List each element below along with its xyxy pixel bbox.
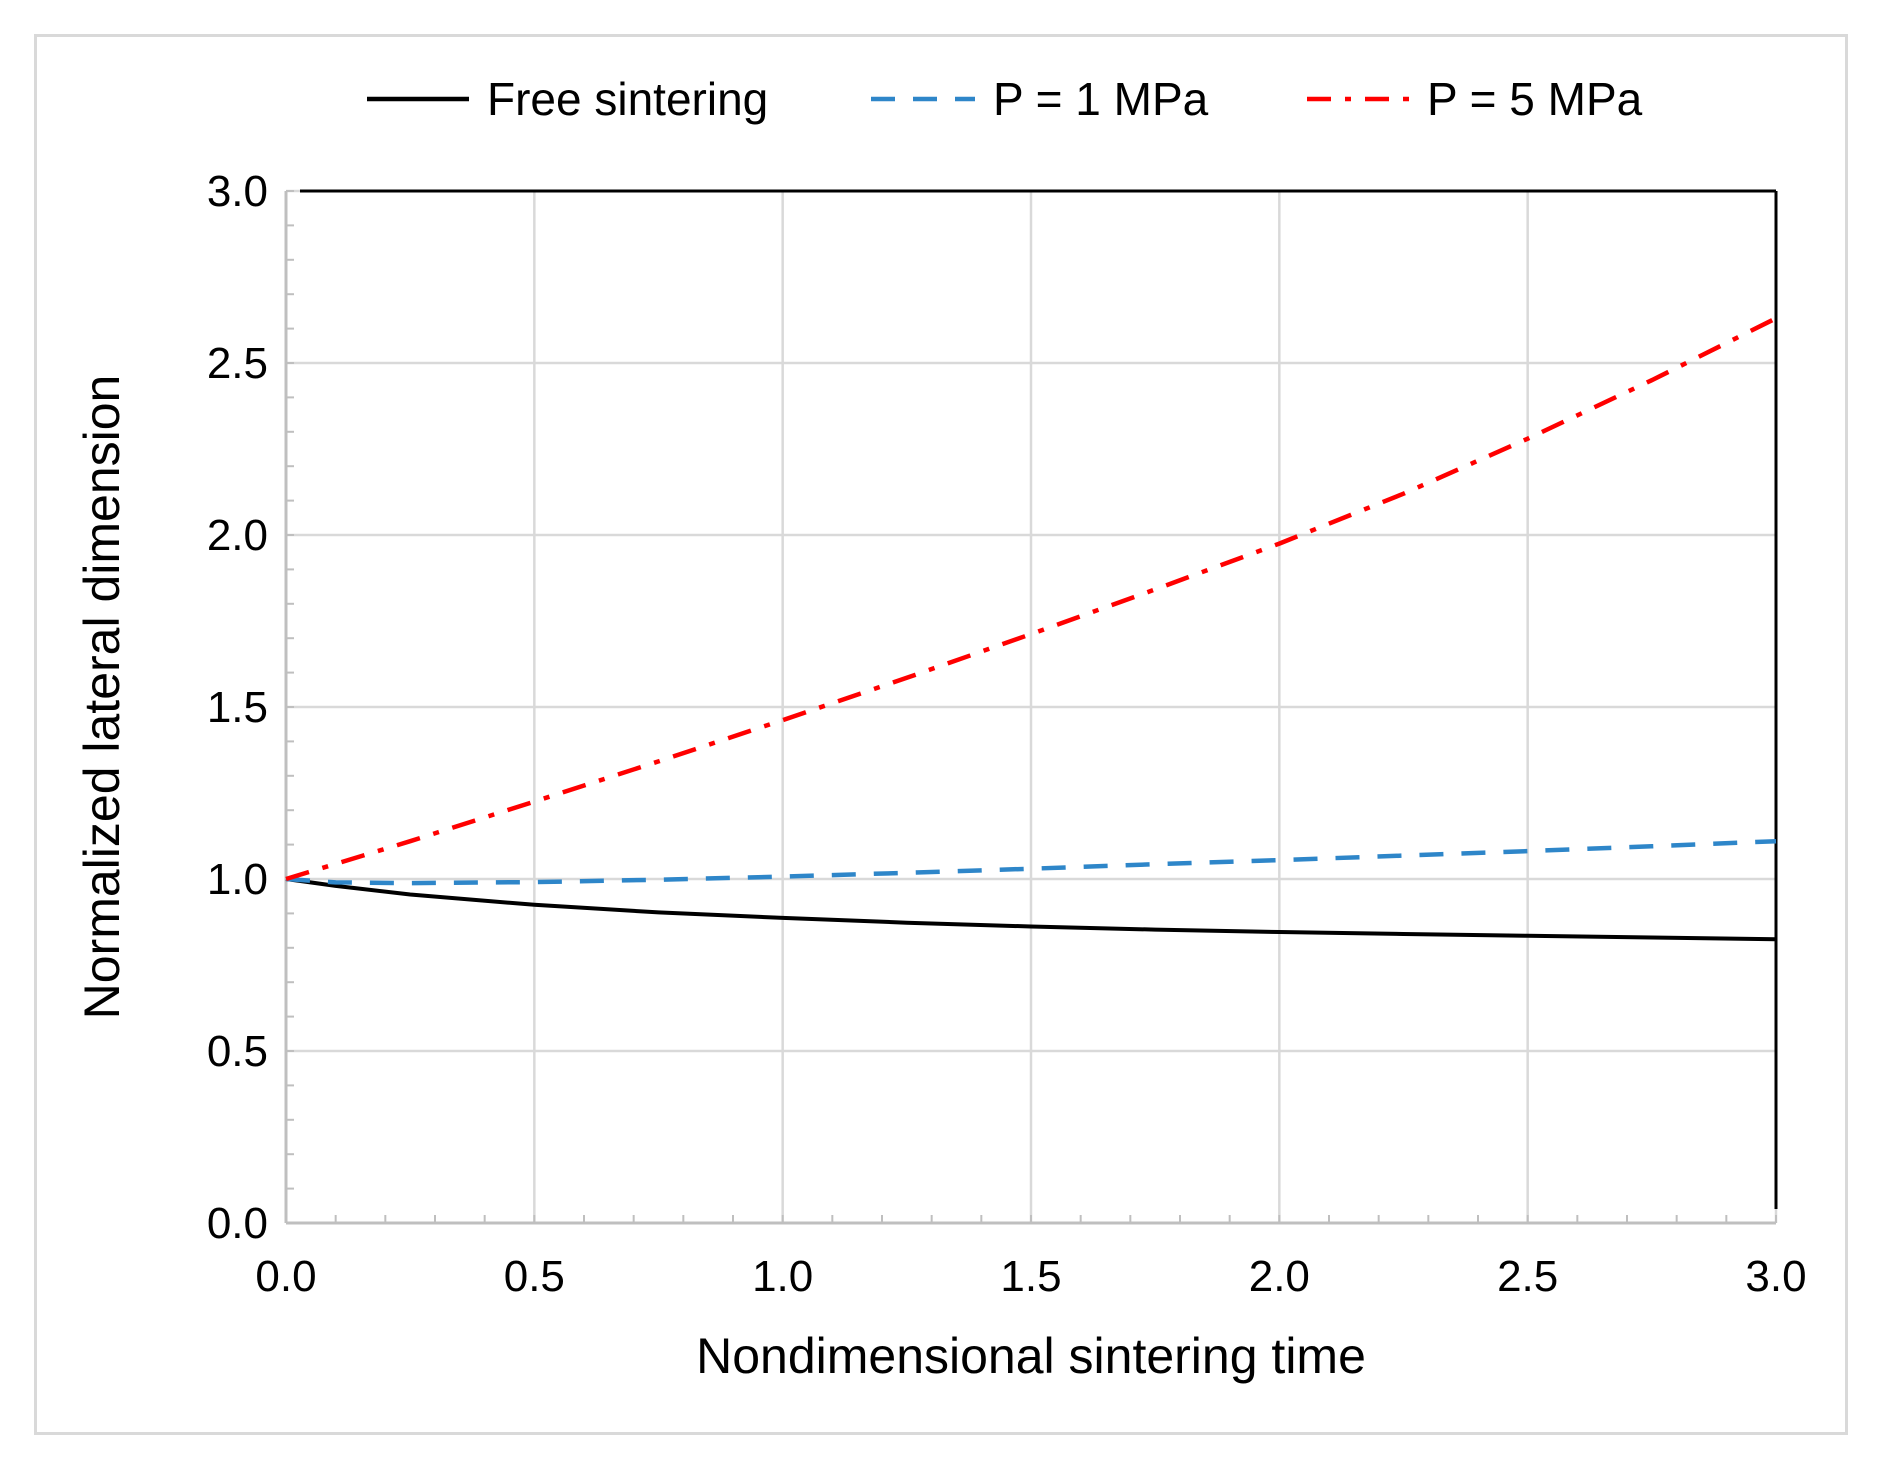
legend-item-p-5-mpa: P = 5 MPa	[1307, 73, 1643, 125]
axes-layer	[284, 189, 1778, 1225]
series-layer	[285, 316, 1778, 942]
y-tick-label: 2.0	[207, 511, 268, 560]
x-tick-label: 0.0	[255, 1252, 316, 1301]
x-tick-label: 2.0	[1249, 1252, 1310, 1301]
chart-frame: 0.0 0.5 1.0 1.5 2.0 2.5 3.0 0.0 0.5 1.0 1.5 2.0 2.5 3…	[34, 34, 1848, 1435]
x-tick-label: 3.0	[1745, 1252, 1806, 1301]
legend-label-p-5-mpa: P = 5 MPa	[1427, 73, 1643, 125]
tick-labels: 0.0 0.5 1.0 1.5 2.0 2.5 3.0 0.0 0.5 1.0 1.5 2.0 2.5 3…	[207, 167, 1807, 1301]
legend-item-free-sintering: Free sintering	[367, 73, 768, 125]
legend-label-p-1-mpa: P = 1 MPa	[993, 73, 1209, 125]
x-tick-label: 2.5	[1497, 1252, 1558, 1301]
y-tick-label: 0.0	[207, 1199, 268, 1248]
y-tick-label: 1.5	[207, 683, 268, 732]
series-p-1-mpa	[285, 838, 1777, 886]
y-axis-title: Normalized lateral dimension	[74, 375, 130, 1020]
y-tick-label: 0.5	[207, 1027, 268, 1076]
legend: Free sintering P = 1 MPa P = 5 MPa	[367, 73, 1643, 125]
line-chart: 0.0 0.5 1.0 1.5 2.0 2.5 3.0 0.0 0.5 1.0 1.5 2.0 2.5 3…	[74, 73, 1807, 1384]
series-p-5-mpa	[285, 316, 1778, 882]
x-tick-label: 0.5	[504, 1252, 565, 1301]
x-tick-label: 1.5	[1000, 1252, 1061, 1301]
legend-item-p-1-mpa: P = 1 MPa	[871, 73, 1209, 125]
series-free-sintering	[285, 877, 1777, 942]
legend-label-free-sintering: Free sintering	[487, 73, 768, 125]
x-axis-title: Nondimensional sintering time	[696, 1328, 1366, 1384]
y-tick-label: 3.0	[207, 167, 268, 216]
x-tick-label: 1.0	[752, 1252, 813, 1301]
y-tick-label: 2.5	[207, 339, 268, 388]
grid-layer	[286, 189, 1778, 1223]
y-tick-label: 1.0	[207, 855, 268, 904]
